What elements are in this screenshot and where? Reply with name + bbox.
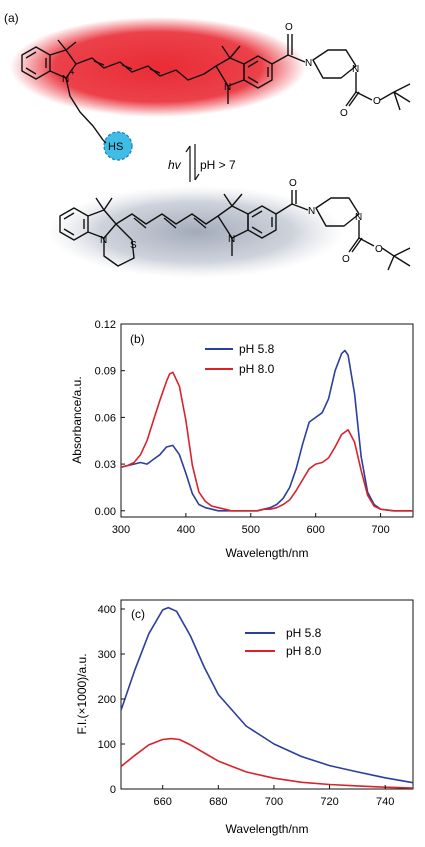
y-tick-label-c: 0 [110, 784, 116, 796]
fluorescence-chart: 660 680 700 720 740 0 100 200 300 400 (c) pH 5.8 … [75, 599, 414, 836]
legend-b-label-ph80: pH 8.0 [239, 362, 275, 376]
y-tick-label-c: 200 [98, 694, 116, 706]
x-tick-label-c: 740 [376, 796, 394, 808]
plot-frame-b [120, 323, 414, 518]
atom-o6: O [375, 244, 383, 255]
atom-s-bottom: S [130, 240, 137, 251]
atom-o4: O [289, 178, 297, 189]
atom-o2: O [340, 108, 348, 119]
legend-c-label-ph58: pH 5.8 [286, 626, 322, 640]
y-tick-label-b: 0.03 [95, 459, 116, 471]
x-tick-label-c: 680 [209, 796, 227, 808]
y-tick-label-c: 400 [98, 604, 116, 616]
y-axis-label-c: F.I.(×1000)/a.u. [75, 653, 89, 734]
atom-n-pip2: N [352, 64, 359, 75]
atom-n-bottom-right: N [228, 234, 235, 245]
atom-n-plus: N [62, 74, 69, 85]
x-tick-label-c: 700 [265, 796, 283, 808]
x-tick-label-c: 660 [154, 796, 172, 808]
y-tick-label-b: 0.00 [95, 506, 116, 518]
top-molecule-atoms: N + N O N N O O [62, 22, 381, 119]
series-line-c-ph-58 [120, 606, 414, 784]
atom-n-right: N [224, 82, 231, 93]
x-tick-label-b: 400 [177, 524, 195, 536]
x-axis-label-c: Wavelength/nm [226, 822, 309, 836]
panel-c-label: (c) [131, 607, 145, 621]
x-tick-label-b: 500 [242, 524, 260, 536]
legend-c: pH 5.8 pH 8.0 [245, 626, 322, 658]
y-tick-label-c: 100 [98, 739, 116, 751]
atom-n-bottom-left: N [100, 235, 107, 246]
bottom-molecule-atoms: N S N O N N O O [100, 178, 383, 265]
panel-a-label: (a) [4, 11, 19, 25]
atom-n-pip4: N [355, 212, 362, 223]
series-line-b-ph-80 [120, 371, 413, 512]
y-axis-label-b: Absorbance/a.u. [70, 376, 84, 463]
panel-b-label: (b) [130, 332, 145, 346]
y-tick-label-b: 0.09 [95, 366, 116, 378]
atom-n-pip1: N [305, 58, 312, 69]
x-axis-label-b: Wavelength/nm [226, 546, 309, 560]
gray-glow [48, 186, 344, 278]
y-tick-label-b: 0.06 [95, 412, 116, 424]
atom-o1: O [285, 22, 293, 33]
atom-hs: HS [108, 141, 123, 153]
plot-frame-c [120, 599, 414, 790]
series-line-c-ph-80 [120, 737, 414, 789]
x-tick-label-b: 700 [371, 524, 389, 536]
bottom-molecule [59, 190, 411, 271]
legend-b-label-ph58: pH 5.8 [239, 342, 275, 356]
legend-c-label-ph80: pH 8.0 [286, 644, 322, 658]
x-tick-label-c: 720 [320, 796, 338, 808]
reaction-arrows [185, 144, 200, 182]
thiol-group: HS [102, 131, 133, 161]
atom-n-pip3: N [308, 206, 315, 217]
arrow-label-ph: pH > 7 [200, 158, 236, 172]
red-glow [10, 17, 306, 117]
y-tick-label-b: 0.12 [95, 319, 116, 331]
atom-o3: O [373, 96, 381, 107]
top-molecule [21, 34, 411, 141]
y-tick-label-c: 300 [98, 649, 116, 661]
x-tick-label-b: 300 [112, 524, 130, 536]
atom-o5: O [342, 254, 350, 265]
panel-a: (a) [4, 11, 411, 278]
atom-plus: + [70, 68, 75, 77]
legend-b: pH 5.8 pH 8.0 [205, 342, 275, 376]
x-tick-label-b: 600 [306, 524, 324, 536]
arrow-label-hv: hv [168, 158, 182, 172]
